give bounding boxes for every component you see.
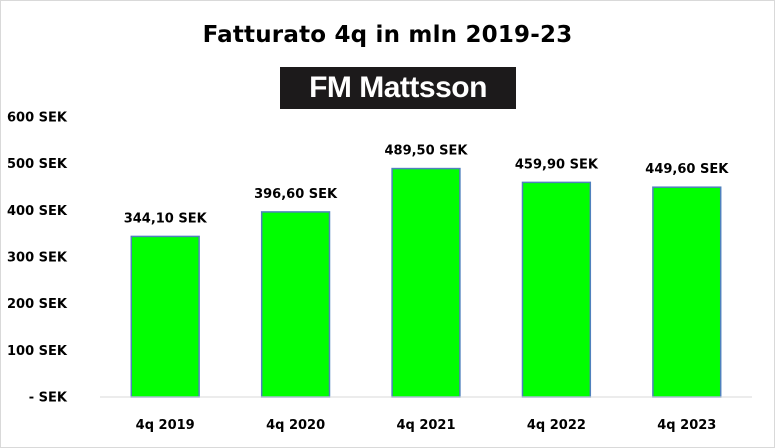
y-tick-label: 500 SEK: [7, 157, 68, 172]
chart-title: Fatturato 4q in mln 2019-23: [202, 22, 573, 48]
data-label: 449,60 SEK: [645, 162, 729, 177]
bars: [130, 167, 722, 398]
fm-mattsson-logo: FM Mattsson: [280, 67, 516, 109]
x-tick-label: 4q 2022: [527, 418, 586, 433]
x-tick-label: 4q 2019: [136, 418, 195, 433]
y-tick-label: - SEK: [29, 391, 68, 406]
x-tick-label: 4q 2023: [657, 418, 716, 433]
bar: [521, 181, 592, 398]
y-axis: - SEK 100 SEK 200 SEK 300 SEK 400 SEK 500 SEK…: [7, 111, 68, 406]
data-label: 396,60 SEK: [254, 187, 338, 202]
data-label: 489,50 SEK: [384, 144, 468, 159]
y-tick-label: 400 SEK: [7, 204, 68, 219]
bar: [260, 211, 331, 398]
data-label: 344,10 SEK: [124, 211, 208, 226]
x-tick-label: 4q 2020: [266, 418, 325, 433]
y-tick-label: 200 SEK: [7, 297, 68, 312]
x-tick-label: 4q 2021: [396, 418, 455, 433]
bar: [130, 235, 200, 398]
bar: [652, 186, 722, 398]
data-label: 459,90 SEK: [515, 157, 599, 172]
bar: [391, 167, 461, 398]
y-tick-label: 100 SEK: [7, 344, 68, 359]
y-tick-label: 300 SEK: [7, 251, 68, 266]
y-tick-label: 600 SEK: [7, 111, 68, 126]
data-labels: 344,10 SEK 396,60 SEK 489,50 SEK 459,90 SEK…: [124, 144, 730, 227]
x-axis: 4q 2019 4q 2020 4q 2021 4q 2022 4q 2023: [100, 396, 752, 433]
